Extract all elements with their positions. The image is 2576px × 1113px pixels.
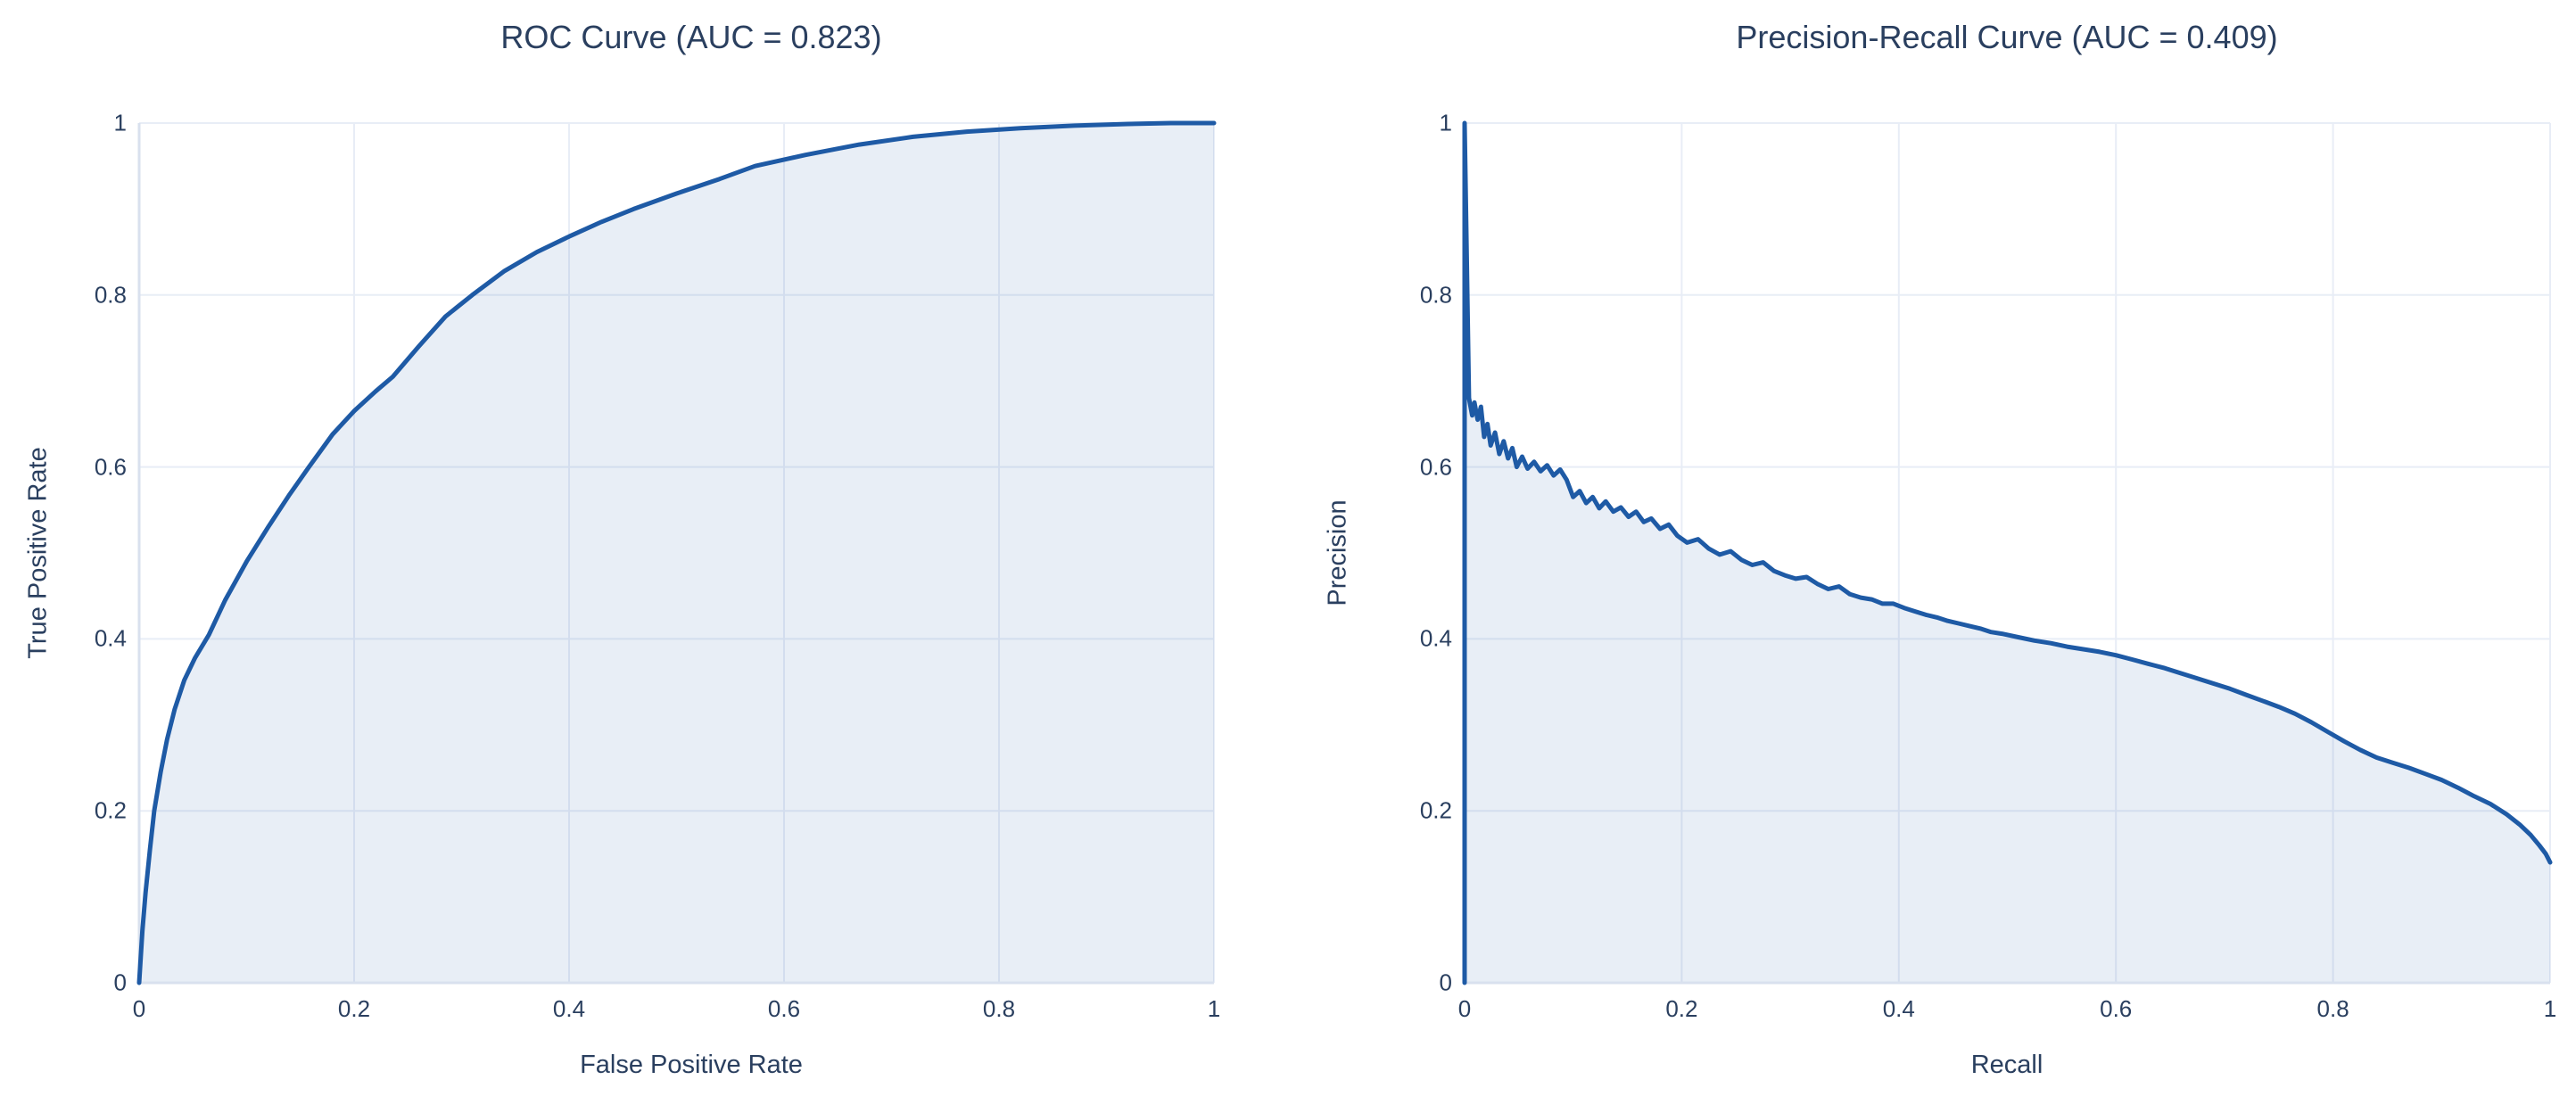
pr-gridlines [1465,122,2551,983]
pr-x-tick-label: 0.2 [1665,995,1698,1022]
pr-y-tick-label: 1 [1439,109,1452,136]
pr-y-tick-label: 0.4 [1419,624,1452,652]
pr-y-tick-label: 0.8 [1419,281,1452,309]
roc-x-tick-label: 0 [132,995,146,1022]
pr-chart-title: Precision-Recall Curve (AUC = 0.409) [1736,19,2278,55]
pr-x-tick-label: 0.4 [1882,995,1915,1022]
roc-y-tick-label: 0.2 [94,796,127,824]
roc-x-tick-label: 0.4 [552,995,586,1022]
roc-x-tick-label: 0.6 [767,995,801,1022]
roc-gridlines [139,122,1215,983]
pr-y-axis-title: Precision [1323,499,1352,606]
roc-x-tick-label: 0.2 [337,995,371,1022]
roc-y-tick-label: 0.4 [94,624,127,652]
roc-chart-title: ROC Curve (AUC = 0.823) [500,19,882,55]
pr-x-tick-label: 0.8 [2316,995,2349,1022]
roc-x-tick-label: 0.8 [982,995,1016,1022]
pr-y-tick-label: 0.6 [1419,453,1452,481]
roc-y-tick-label: 0.6 [94,453,127,481]
pr-area-fill [1465,123,2550,983]
pr-x-tick-label: 0.6 [2100,995,2133,1022]
pr-x-tick-label: 1 [2543,995,2557,1022]
roc-curve-line [136,120,1217,985]
roc-x-axis-title: False Positive Rate [580,1051,803,1079]
roc-y-tick-label: 0.8 [94,281,127,309]
roc-x-tick-label: 1 [1207,995,1221,1022]
pr-x-axis-title: Recall [1970,1051,2043,1079]
pr-x-tick-label: 0 [1457,995,1472,1022]
pr-y-tick-label: 0.2 [1419,796,1452,824]
pr-curve-line [1462,120,2553,985]
roc-area-fill [139,123,1214,983]
roc-y-tick-label: 1 [113,109,127,136]
pr-y-tick-label: 0 [1439,969,1452,996]
roc-y-tick-label: 0 [113,969,127,996]
